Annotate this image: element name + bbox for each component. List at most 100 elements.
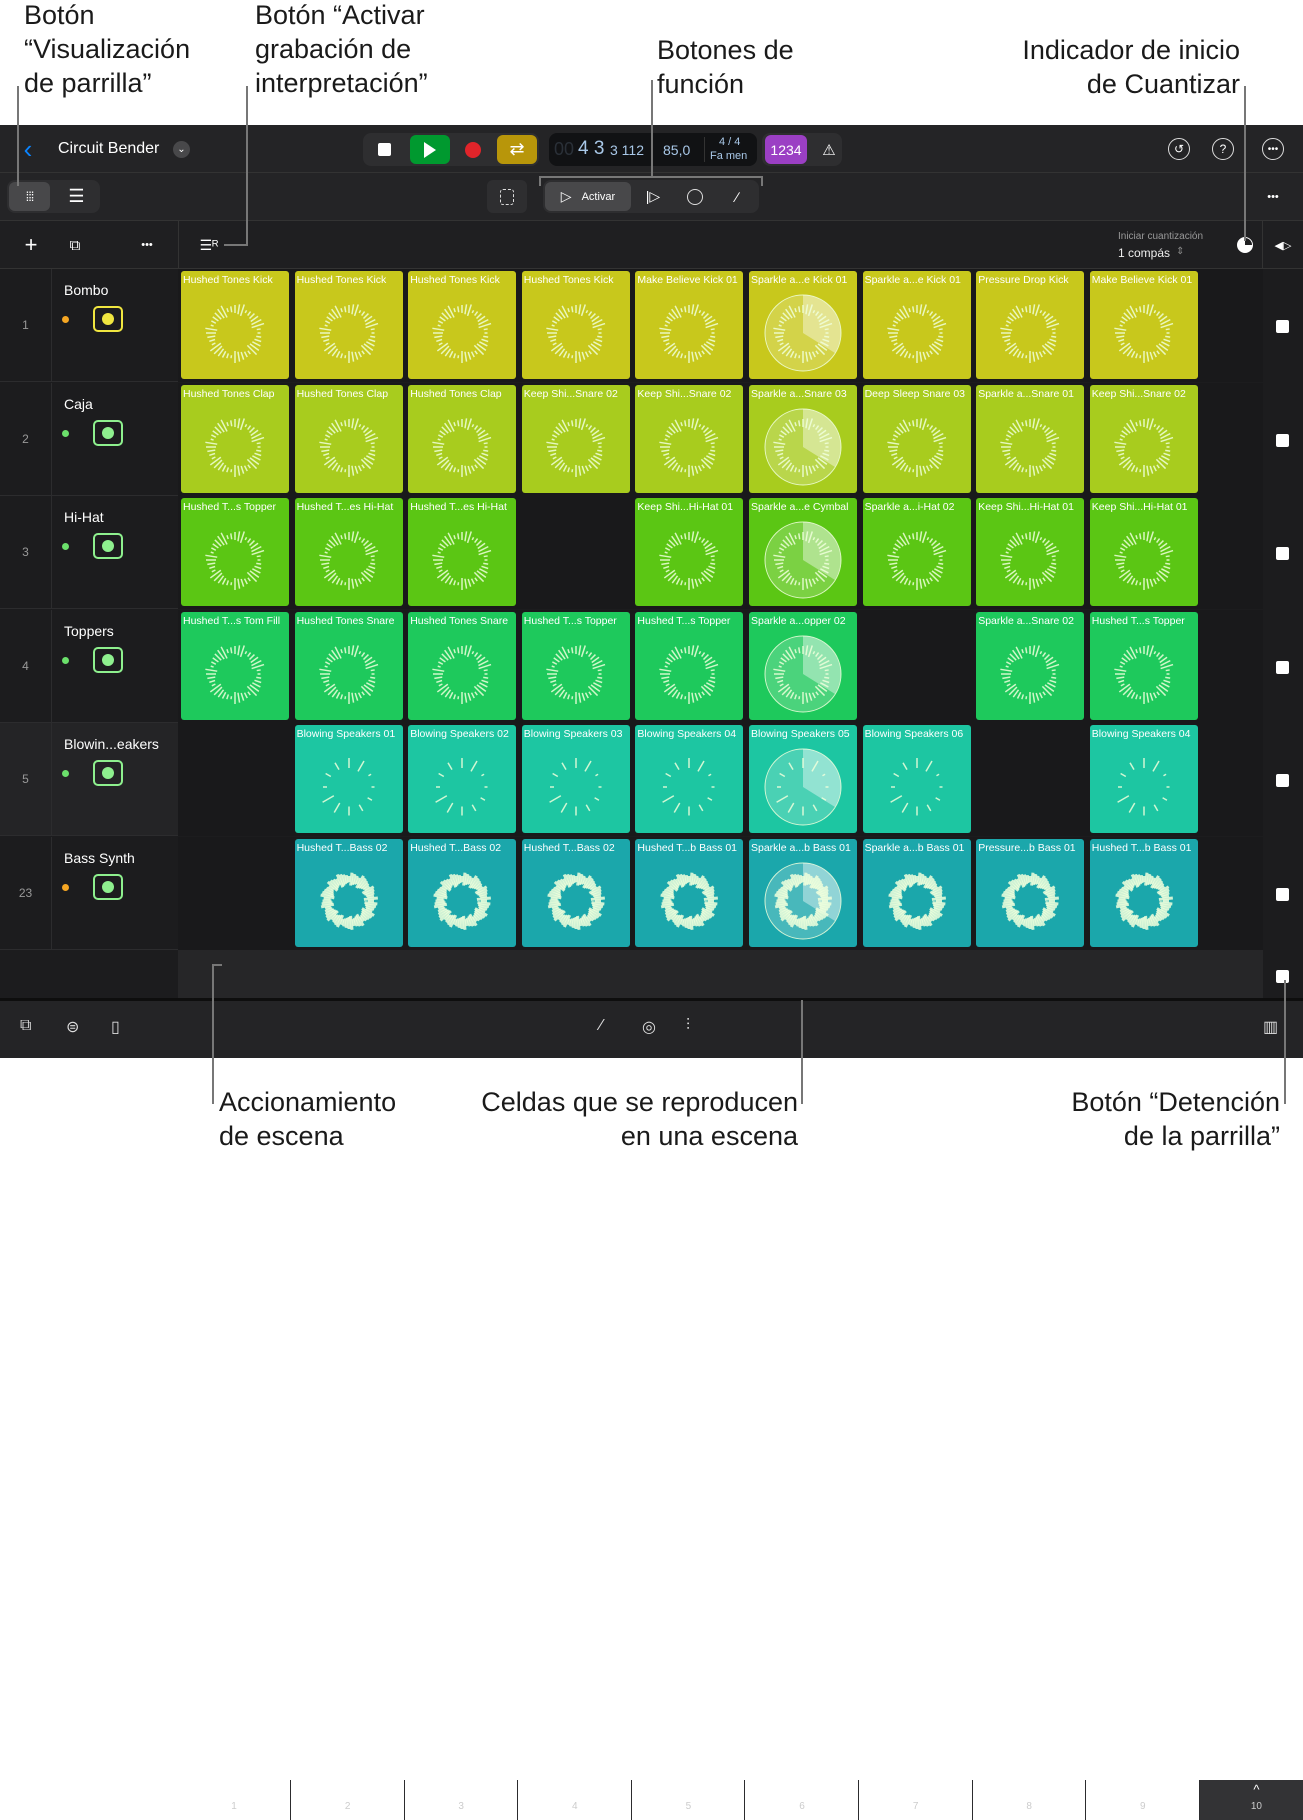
track-stop-button[interactable] [1276,320,1289,333]
lcd-display[interactable]: 00 4 3 3 112 85,0 4 / 4 Fa men [549,133,757,166]
track-stop-button[interactable] [1276,661,1289,674]
stop-button[interactable] [369,135,399,164]
cell[interactable]: Hushed Tones Snare [408,612,516,720]
cell[interactable]: Hushed T...s Topper [522,612,630,720]
track-stop-button[interactable] [1276,888,1289,901]
cell[interactable]: Hushed Tones Clap [181,385,289,493]
cell[interactable]: Keep Shi...Snare 02 [635,385,743,493]
inspector-icon[interactable]: ▯ [111,1017,120,1037]
cell[interactable]: Hushed T...Bass 02 [295,839,403,947]
tracks-view-button[interactable]: ☰ [56,182,97,211]
cell[interactable]: Blowing Speakers 02 [408,725,516,833]
track-stop-button[interactable] [1276,434,1289,447]
cell[interactable]: Blowing Speakers 05 [749,725,857,833]
cell[interactable]: Hushed Tones Clap [295,385,403,493]
cell[interactable]: Blowing Speakers 03 [522,725,630,833]
track-stop-button[interactable] [1276,774,1289,787]
cell[interactable]: Blowing Speakers 06 [863,725,971,833]
cell[interactable]: Hushed T...Bass 02 [408,839,516,947]
project-menu-chevron-down-icon[interactable]: ⌄ [173,141,190,158]
scene-trigger-button[interactable]: ^4 [519,1780,632,1820]
cell[interactable]: Keep Shi...Snare 02 [1090,385,1198,493]
cell[interactable]: Hushed Tones Kick [522,271,630,379]
cell[interactable]: Sparkle a...b Bass 01 [749,839,857,947]
cell[interactable]: Hushed T...Bass 02 [522,839,630,947]
cell[interactable]: Sparkle a...e Kick 01 [749,271,857,379]
cell[interactable]: Keep Shi...Hi-Hat 01 [635,498,743,606]
record-button[interactable] [458,135,488,164]
cell[interactable]: Hushed T...s Topper [635,612,743,720]
activate-button[interactable]: ▷Activar [545,182,631,211]
cell[interactable]: Hushed T...s Topper [1090,612,1198,720]
scene-trigger-button[interactable]: ^8 [973,1780,1086,1820]
grid-stop-button[interactable] [1276,970,1289,983]
scene-trigger-button[interactable]: ^1 [178,1780,291,1820]
help-icon[interactable]: ? [1212,138,1234,160]
track-options-more-icon[interactable]: ••• [134,231,160,259]
scene-trigger-button[interactable]: ^6 [746,1780,859,1820]
keyboard-icon[interactable]: ▥ [1263,1017,1278,1037]
cell[interactable]: Hushed Tones Kick [295,271,403,379]
cell[interactable]: Blowing Speakers 04 [635,725,743,833]
cell[interactable]: Deep Sleep Snare 03 [863,385,971,493]
browser-icon[interactable]: ⧉ [20,1017,31,1035]
cycle-button[interactable]: ⇄ [497,135,537,164]
cell[interactable]: Blowing Speakers 01 [295,725,403,833]
cell[interactable]: Hushed T...b Bass 01 [635,839,743,947]
cell[interactable]: Hushed Tones Kick [408,271,516,379]
controls-icon[interactable]: ⊜ [66,1017,79,1037]
cell[interactable]: Hushed T...b Bass 01 [1090,839,1198,947]
cell[interactable]: Sparkle a...e Kick 01 [863,271,971,379]
scene-trigger-button[interactable]: ^5 [632,1780,745,1820]
play-button[interactable] [410,135,450,164]
cell[interactable]: Pressure Drop Kick [976,271,1084,379]
duplicate-track-icon[interactable]: ⧉ [62,231,88,259]
undo-icon[interactable]: ↺ [1168,138,1190,160]
count-in-button[interactable]: 1234 [765,135,807,164]
cell[interactable]: Hushed Tones Kick [181,271,289,379]
performance-record-icon[interactable]: ☰ᴿ [196,233,222,257]
add-track-plus-icon[interactable]: + [18,231,44,259]
quantize-value-select[interactable]: 1 compás [1118,246,1170,260]
more-icon[interactable]: ••• [1260,185,1286,209]
mixer-icon[interactable]: ⫶ [686,1017,690,1035]
cell[interactable]: Make Believe Kick 01 [1090,271,1198,379]
scene-trigger-button[interactable]: ^2 [292,1780,405,1820]
cell[interactable]: Keep Shi...Hi-Hat 01 [1090,498,1198,606]
cell[interactable]: Sparkle a...opper 02 [749,612,857,720]
metronome-icon[interactable]: ⚠ [815,135,843,164]
editor-pencil-icon[interactable]: ∕ [600,1017,603,1035]
cell[interactable]: Sparkle a...i-Hat 02 [863,498,971,606]
track-stop-button[interactable] [1276,547,1289,560]
cell[interactable]: Sparkle a...e Cymbal [749,498,857,606]
cell[interactable]: Hushed T...s Topper [181,498,289,606]
cell[interactable]: Sparkle a...b Bass 01 [863,839,971,947]
scene-trigger-button[interactable]: ^7 [860,1780,973,1820]
scene-trigger-button[interactable]: ^10 [1200,1780,1303,1820]
resize-arrows-icon[interactable]: ◀▷ [1270,233,1296,257]
scene-trigger-button[interactable]: ^9 [1087,1780,1200,1820]
cell[interactable]: Hushed Tones Snare [295,612,403,720]
cell[interactable]: Hushed T...es Hi-Hat [408,498,516,606]
cell[interactable]: Keep Shi...Hi-Hat 01 [976,498,1084,606]
cell[interactable]: Sparkle a...Snare 02 [976,612,1084,720]
cell[interactable]: Make Believe Kick 01 [635,271,743,379]
cell[interactable]: Hushed Tones Clap [408,385,516,493]
select-cells-button[interactable] [487,180,527,213]
record-cell-button[interactable] [676,182,714,211]
cell[interactable]: Sparkle a...Snare 03 [749,385,857,493]
cell[interactable]: Keep Shi...Snare 02 [522,385,630,493]
scene-trigger-button[interactable]: ^3 [405,1780,518,1820]
cell[interactable]: Pressure...b Bass 01 [976,839,1084,947]
edit-button[interactable]: ∕ [718,182,756,211]
cell[interactable]: Blowing Speakers 04 [1090,725,1198,833]
cell[interactable]: Hushed T...s Tom Fill [181,612,289,720]
queue-button[interactable]: |▷ [634,182,672,211]
cell[interactable]: Sparkle a...Snare 01 [976,385,1084,493]
